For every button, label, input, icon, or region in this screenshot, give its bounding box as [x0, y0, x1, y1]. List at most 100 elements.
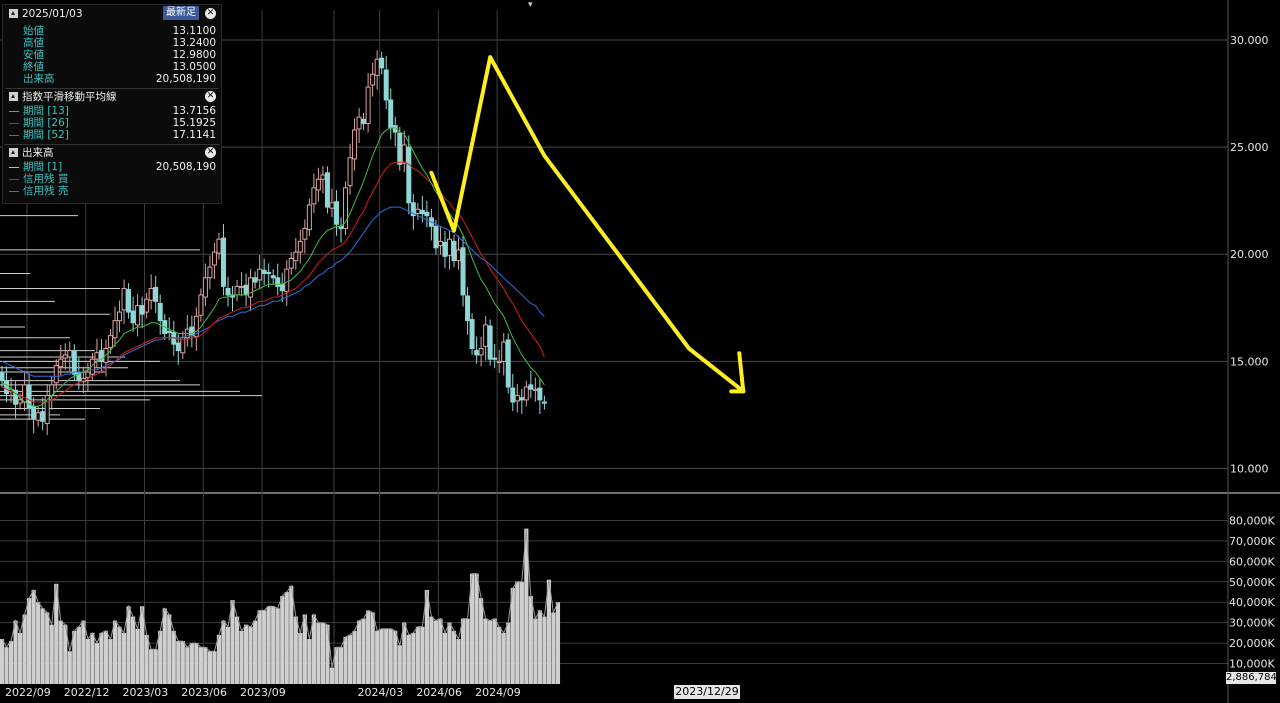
candle-body [279, 283, 285, 292]
candle-body [157, 302, 163, 322]
volume-bar [8, 641, 14, 684]
divider [5, 88, 219, 89]
volume-bar [171, 630, 176, 684]
volume-bar [307, 639, 312, 684]
ohlc-row: 出来高 20,508,190 [23, 73, 216, 85]
volume-bar [216, 634, 222, 684]
volume-bar [117, 626, 122, 684]
candle-body [94, 352, 100, 360]
volume-bar [528, 596, 533, 684]
volume-bar [424, 589, 429, 684]
volume-bar [36, 602, 41, 684]
volume-row: 信用残 売 [23, 185, 69, 197]
price-tick-label: 10.000 [1230, 462, 1269, 475]
volume-bar [343, 636, 348, 684]
candle-body [460, 247, 466, 296]
candle-body [505, 339, 511, 388]
candle-body [496, 360, 502, 364]
volume-bar [176, 641, 181, 684]
close-icon[interactable]: ✕ [205, 8, 216, 19]
candle-body [306, 204, 312, 231]
latest-bar-button[interactable]: 最新足 [163, 6, 199, 20]
volume-bar [302, 614, 307, 684]
candle-body [415, 208, 421, 215]
volume-bar [189, 643, 194, 684]
volume-bar [81, 620, 86, 684]
candle-body [442, 241, 448, 257]
volume-bar [112, 620, 118, 684]
collapse-icon[interactable] [9, 148, 18, 157]
candle-body [519, 397, 525, 401]
volume-bar [221, 620, 226, 684]
volume-bar [67, 651, 72, 684]
candle-body [193, 315, 199, 338]
volume-bar [298, 632, 303, 684]
candle-body [514, 395, 520, 402]
volume-bar [460, 618, 466, 684]
volume-bar [22, 614, 27, 684]
ema-row: 期間 [13] 13.7156 [23, 105, 216, 117]
collapse-handle-icon[interactable]: ▾ [528, 0, 533, 10]
candle-body [98, 350, 104, 362]
volume-bar [334, 647, 339, 684]
candle-body [166, 330, 172, 334]
margin-sell-swatch [9, 191, 19, 192]
divider [5, 144, 219, 145]
candle-body [53, 365, 59, 384]
candle-body [0, 371, 5, 382]
collapse-icon[interactable] [9, 92, 18, 101]
trend-line [429, 55, 746, 394]
ema52-swatch [9, 135, 19, 136]
candle-body [243, 284, 249, 296]
candle-body [121, 287, 127, 311]
volume-bar [76, 626, 81, 684]
volume-bar [94, 643, 100, 684]
close-icon[interactable]: ✕ [205, 147, 216, 158]
close-icon[interactable]: ✕ [205, 91, 216, 102]
candle-body [202, 277, 208, 298]
time-tick-label: 2023/09 [240, 686, 286, 699]
volume-bar [248, 626, 253, 684]
candle-body [144, 298, 150, 313]
candle-body [22, 384, 28, 403]
volume-bar [510, 587, 515, 684]
volume-bar [198, 647, 203, 684]
last-volume-label: 2,886,784 [1226, 672, 1277, 684]
collapse-icon[interactable] [9, 9, 18, 18]
volume-line [1, 528, 559, 668]
time-tick-label: 2022/12 [64, 686, 110, 699]
ema-header: 指数平滑移動平均線 [9, 90, 117, 104]
candle-body [13, 389, 19, 405]
volume-bar [379, 628, 384, 684]
candle-body [297, 240, 303, 253]
volume-bar [375, 630, 380, 684]
candle-body [320, 174, 326, 180]
candle-body [451, 240, 457, 262]
volume-bar [31, 589, 36, 684]
volume-bar [370, 612, 375, 684]
volume-bar [58, 620, 63, 684]
volume-bar [135, 628, 140, 684]
candle-body [528, 384, 534, 390]
volume-bar [384, 628, 389, 684]
candle-body [211, 251, 217, 266]
volume-bar [63, 624, 68, 684]
volume-bar [126, 606, 131, 684]
volume-bar [352, 630, 357, 684]
volume-bar [144, 634, 149, 684]
volume-bar [130, 616, 136, 684]
volume-tick-label: 70,000K [1229, 535, 1275, 548]
volume-title: 出来高 [22, 147, 54, 159]
volume-bar [0, 639, 5, 684]
volume-bar [103, 630, 109, 684]
candle-body [392, 125, 398, 133]
candle-body [419, 209, 425, 215]
candle-body [370, 73, 376, 86]
candle-body [383, 69, 389, 101]
candle-body [406, 146, 412, 204]
candle-body [537, 387, 543, 401]
volume-bar [194, 643, 199, 684]
volume-bar [230, 600, 235, 684]
volume-bar [415, 626, 420, 684]
